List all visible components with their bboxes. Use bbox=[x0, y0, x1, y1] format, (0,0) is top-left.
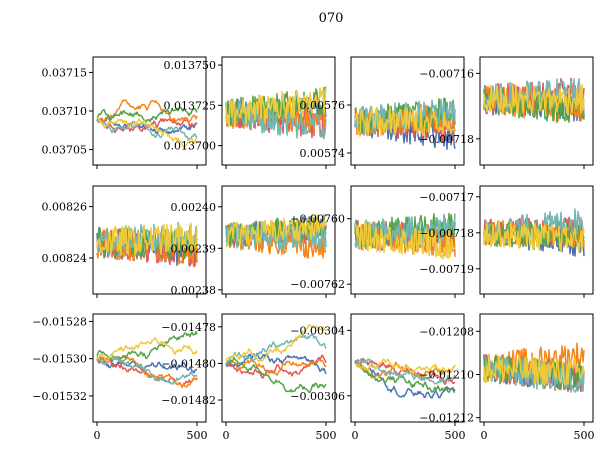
series-line-3 bbox=[225, 356, 327, 394]
series-line-4 bbox=[354, 98, 456, 136]
y-tick-label: −0.01482 bbox=[161, 394, 216, 407]
axes-frame bbox=[92, 185, 207, 295]
panel-r2c0: −0.01528 −0.01530 −0.01532 0 500 bbox=[32, 313, 208, 442]
panel-r1c0: 0.00826 0.00824 bbox=[42, 185, 207, 298]
series-line-0 bbox=[225, 352, 327, 375]
y-tick-label: 0.013725 bbox=[164, 99, 217, 112]
panel-r0c1: 0.013750 0.013725 0.013700 bbox=[164, 56, 336, 169]
series-line-0 bbox=[354, 359, 456, 399]
y-tick-label: 0.013750 bbox=[164, 59, 217, 72]
axes-frame bbox=[350, 313, 465, 423]
x-tick-label: 500 bbox=[316, 429, 337, 442]
panel-r0c3: −0.00716 −0.00718 bbox=[419, 56, 594, 169]
series-line-4 bbox=[96, 221, 198, 258]
series-line-5 bbox=[354, 106, 456, 137]
series-line-5 bbox=[96, 222, 198, 257]
figure-title: 070 bbox=[319, 11, 344, 26]
y-tick-label: −0.01480 bbox=[161, 357, 216, 370]
panel-r0c0: 0.03715 0.03710 0.03705 bbox=[42, 56, 207, 169]
series-line-5 bbox=[354, 358, 456, 375]
series-line-5 bbox=[96, 116, 198, 149]
series-line-5 bbox=[225, 85, 327, 128]
series-line-3 bbox=[96, 330, 198, 363]
series-line-5 bbox=[225, 213, 327, 247]
y-tick-label: −0.00760 bbox=[290, 213, 345, 226]
series-line-5 bbox=[483, 219, 585, 253]
y-tick-label: −0.00718 bbox=[419, 133, 474, 146]
axes-frame bbox=[221, 56, 336, 166]
y-tick-label: 0.00574 bbox=[300, 147, 346, 160]
series-line-2 bbox=[96, 99, 198, 125]
axes-frame bbox=[221, 313, 336, 423]
series-line-1 bbox=[354, 357, 456, 386]
x-tick-label: 0 bbox=[481, 429, 488, 442]
axes-frame bbox=[221, 185, 336, 295]
series-line-5 bbox=[354, 220, 456, 260]
y-tick-label: −0.01528 bbox=[32, 315, 87, 328]
y-tick-label: 0.00238 bbox=[171, 284, 217, 297]
y-tick-label: 0.013700 bbox=[164, 140, 217, 153]
series-line-4 bbox=[354, 358, 456, 385]
axes-frame bbox=[350, 56, 465, 166]
panel-r2c2: −0.00304 −0.00306 0 500 bbox=[290, 313, 466, 442]
series-line-3 bbox=[354, 361, 456, 394]
panel-r1c2: −0.00760 −0.00762 bbox=[290, 185, 465, 298]
series-line-4 bbox=[354, 213, 456, 249]
y-tick-label: −0.00716 bbox=[419, 67, 474, 80]
x-tick-label: 0 bbox=[223, 429, 230, 442]
y-tick-label: −0.00762 bbox=[290, 278, 345, 291]
y-tick-label: 0.03715 bbox=[42, 66, 88, 79]
axes-frame bbox=[479, 56, 594, 166]
y-tick-label: −0.01532 bbox=[32, 390, 87, 403]
series-line-4 bbox=[225, 99, 327, 140]
y-tick-label: −0.01210 bbox=[419, 368, 474, 381]
series-line-3 bbox=[96, 106, 198, 123]
x-tick-label: 500 bbox=[574, 429, 595, 442]
y-tick-label: −0.01530 bbox=[32, 353, 87, 366]
series-line-5 bbox=[225, 324, 327, 363]
y-tick-label: 0.00239 bbox=[171, 242, 217, 255]
axes-frame bbox=[479, 185, 594, 295]
y-tick-label: 0.03705 bbox=[42, 144, 88, 157]
y-tick-label: −0.00718 bbox=[419, 227, 474, 240]
y-tick-label: −0.01208 bbox=[419, 325, 474, 338]
axes-frame bbox=[92, 313, 207, 423]
panel-r1c3: −0.00717 −0.00718 −0.00719 bbox=[419, 185, 594, 298]
panel-grid: 0.037150.037100.037050.0137500.0137250.0… bbox=[32, 56, 595, 442]
series-line-5 bbox=[96, 336, 198, 362]
x-tick-label: 0 bbox=[352, 429, 359, 442]
series-line-4 bbox=[96, 353, 198, 385]
y-tick-label: −0.00717 bbox=[419, 191, 474, 204]
axes-frame bbox=[350, 185, 465, 295]
y-tick-label: 0.00824 bbox=[42, 252, 88, 265]
y-tick-label: −0.01478 bbox=[161, 321, 216, 334]
y-tick-label: −0.00306 bbox=[290, 390, 345, 403]
y-tick-label: 0.00240 bbox=[171, 201, 217, 214]
panel-r2c3: −0.01208 −0.01210 −0.01212 0 500 bbox=[419, 313, 595, 442]
y-tick-label: −0.00304 bbox=[290, 324, 345, 337]
x-tick-label: 500 bbox=[445, 429, 466, 442]
series-line-4 bbox=[225, 223, 327, 250]
y-tick-label: 0.00576 bbox=[300, 99, 346, 112]
series-line-5 bbox=[483, 83, 585, 115]
y-tick-label: −0.01212 bbox=[419, 412, 474, 425]
panel-r1c1: 0.00240 0.00239 0.00238 bbox=[171, 185, 336, 298]
series-line-4 bbox=[225, 333, 327, 365]
x-tick-label: 500 bbox=[187, 429, 208, 442]
y-tick-label: −0.00719 bbox=[419, 263, 474, 276]
series-line-4 bbox=[96, 120, 198, 140]
panel-r0c2: 0.00576 0.00574 bbox=[300, 56, 465, 169]
y-tick-label: 0.00826 bbox=[42, 201, 88, 214]
y-tick-label: 0.03710 bbox=[42, 105, 88, 118]
axes-frame bbox=[479, 313, 594, 423]
x-tick-label: 0 bbox=[94, 429, 101, 442]
panel-r2c1: −0.01478 −0.01480 −0.01482 0 500 bbox=[161, 313, 337, 442]
series-line-5 bbox=[483, 354, 585, 386]
series-line-2 bbox=[225, 358, 327, 376]
